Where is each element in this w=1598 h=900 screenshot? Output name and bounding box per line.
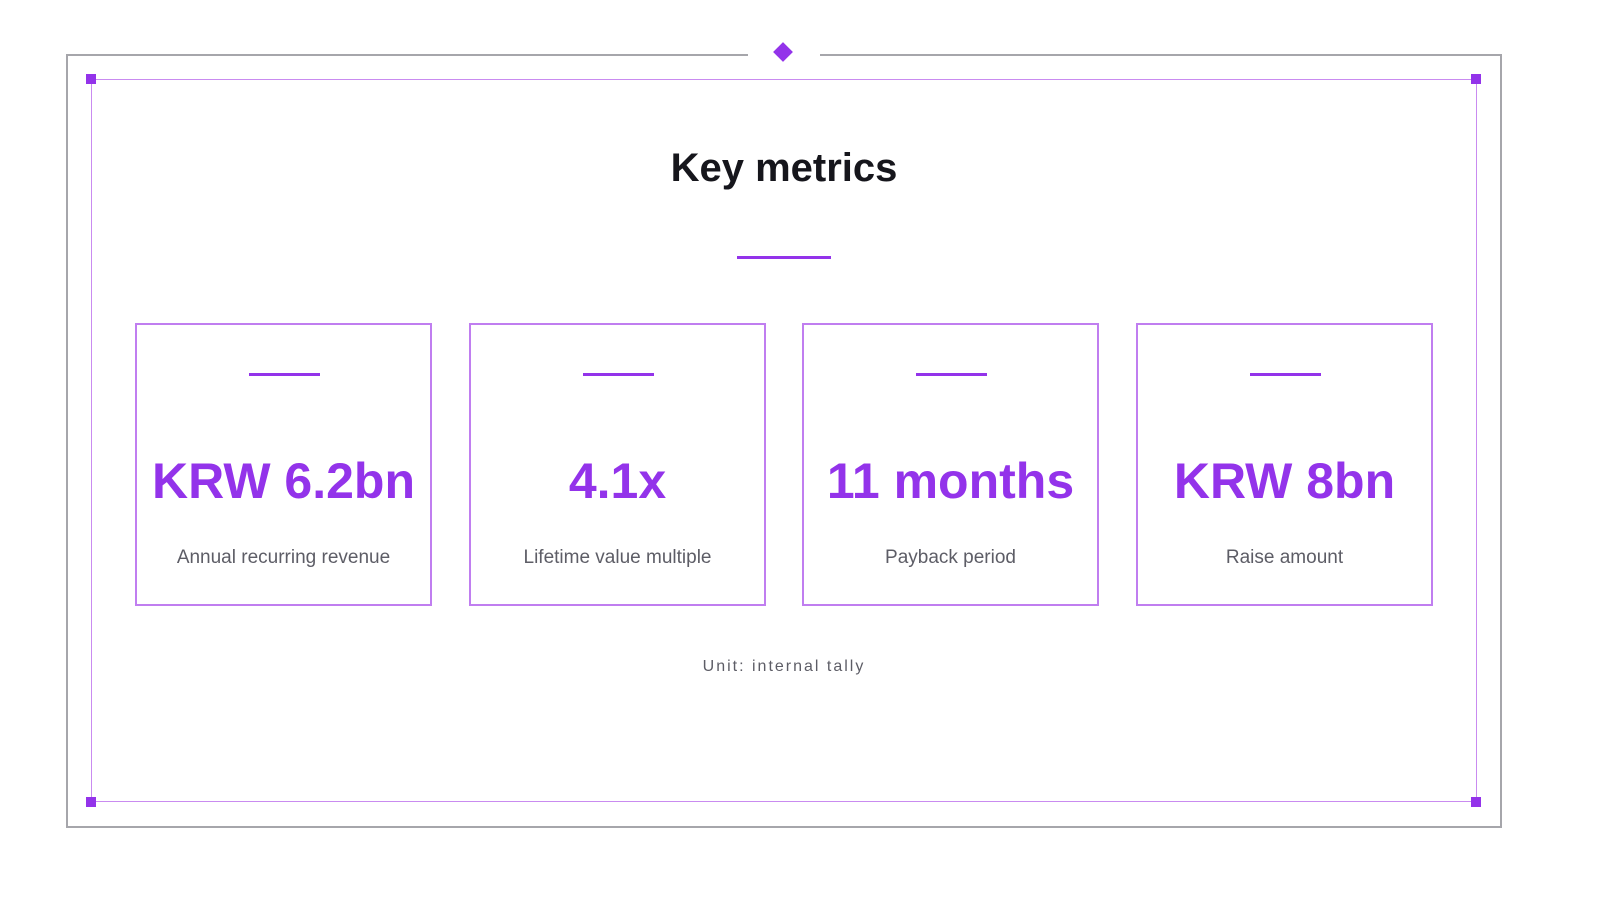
corner-marker-bottom-left [86, 797, 96, 807]
corner-marker-top-right [1471, 74, 1481, 84]
metric-label: Raise amount [1225, 547, 1344, 568]
metric-value: 11 months [826, 453, 1075, 509]
slide-title: Key metrics [670, 146, 898, 190]
metric-label: Annual recurring revenue [176, 547, 391, 568]
metric-card-arr: KRW 6.2bn Annual recurring revenue [135, 323, 432, 606]
inner-frame [91, 79, 1477, 802]
metric-value: KRW 8bn [1173, 453, 1396, 509]
card-accent-rule [916, 373, 987, 376]
card-accent-rule [1250, 373, 1321, 376]
corner-marker-bottom-right [1471, 797, 1481, 807]
metric-card-payback: 11 months Payback period [802, 323, 1099, 606]
corner-marker-top-left [86, 74, 96, 84]
metric-value: KRW 6.2bn [152, 453, 415, 509]
title-underline [737, 256, 831, 259]
metric-card-ltv-multiple: 4.1x Lifetime value multiple [469, 323, 766, 606]
unit-footnote: Unit: internal tally [702, 658, 866, 675]
card-accent-rule [583, 373, 654, 376]
metric-value: 4.1x [568, 453, 667, 509]
metric-label: Payback period [885, 547, 1016, 568]
metric-card-raise: KRW 8bn Raise amount [1136, 323, 1433, 606]
card-accent-rule [249, 373, 320, 376]
metric-label: Lifetime value multiple [523, 547, 712, 568]
metric-cards: KRW 6.2bn Annual recurring revenue 4.1x … [135, 323, 1433, 606]
